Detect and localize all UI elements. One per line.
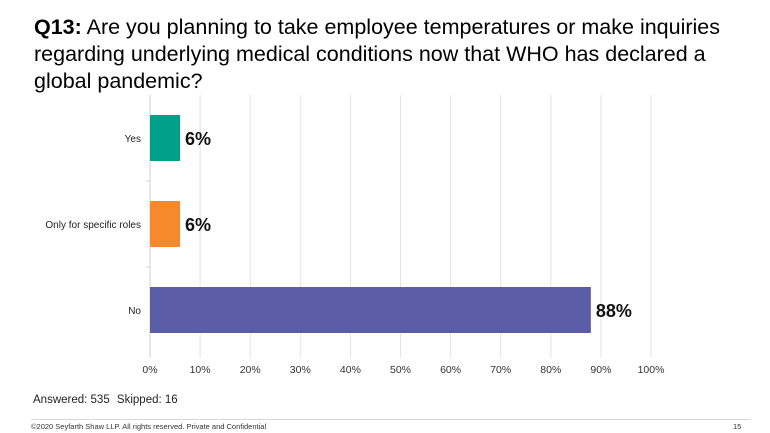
- bar: [150, 201, 181, 247]
- data-label: 6%: [185, 129, 211, 149]
- x-tick-label: 20%: [240, 364, 261, 376]
- x-tick-label: 40%: [340, 364, 361, 376]
- x-tick-label: 10%: [190, 364, 211, 376]
- category-label: Yes: [125, 134, 141, 145]
- bar: [150, 287, 591, 333]
- question-title: Q13: Are you planning to take employee t…: [34, 14, 734, 95]
- x-tick-label: 100%: [638, 364, 665, 376]
- x-tick-label: 90%: [590, 364, 611, 376]
- x-tick-label: 30%: [290, 364, 311, 376]
- response-summary: Answered: 535 Skipped: 16: [33, 394, 182, 406]
- footer-divider: [31, 419, 751, 420]
- question-text: Are you planning to take employee temper…: [34, 15, 721, 93]
- page-number: 15: [733, 422, 742, 431]
- x-tick-label: 0%: [142, 364, 157, 376]
- x-tick-label: 50%: [390, 364, 411, 376]
- question-number: Q13:: [34, 15, 82, 39]
- x-tick-label: 80%: [540, 364, 561, 376]
- x-tick-label: 70%: [490, 364, 511, 376]
- bar: [150, 115, 181, 161]
- category-label: No: [128, 306, 141, 317]
- footer-copyright: ©2020 Seyfarth Shaw LLP. All rights rese…: [31, 422, 267, 431]
- data-label: 6%: [185, 215, 211, 235]
- category-label: Only for specific roles: [45, 220, 141, 231]
- skipped-count: Skipped: 16: [116, 394, 178, 406]
- answered-count: Answered: 535: [33, 394, 110, 406]
- x-tick-label: 60%: [440, 364, 461, 376]
- data-label: 88%: [596, 301, 632, 321]
